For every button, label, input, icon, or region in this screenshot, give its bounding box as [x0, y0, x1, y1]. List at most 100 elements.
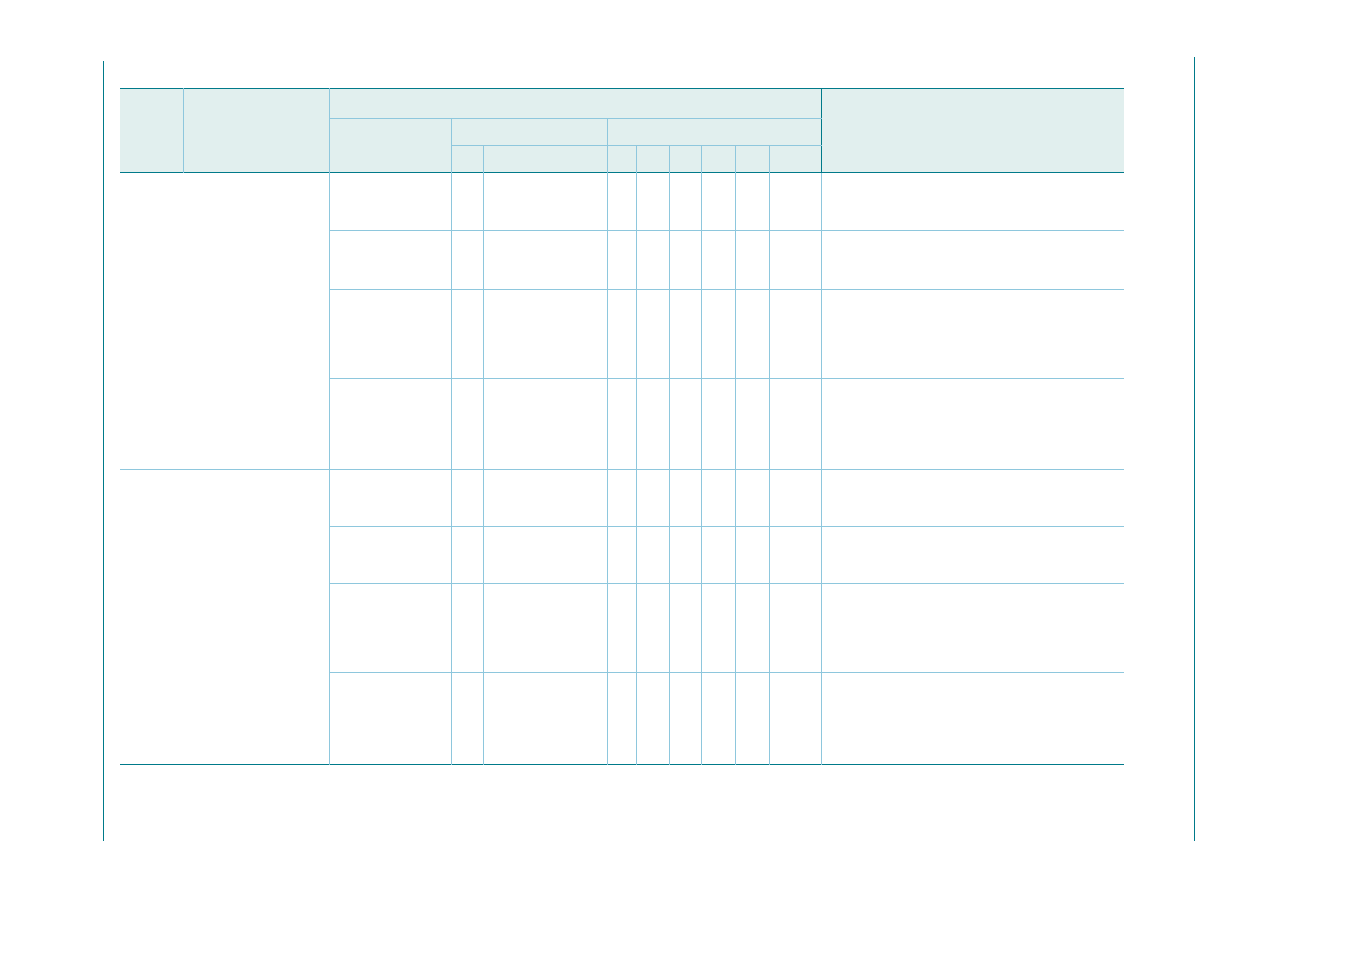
body-cell: [669, 470, 701, 527]
body-cell: [636, 584, 669, 673]
body-cell: [329, 584, 451, 673]
body-cell: [451, 231, 483, 290]
body-cell: [669, 290, 701, 379]
body-cell: [636, 527, 669, 584]
body-cell: [329, 470, 451, 527]
body-cell: [701, 173, 735, 231]
header-cell-c-group: [329, 89, 821, 119]
data-table-grid: [120, 88, 1124, 765]
body-cell: [483, 173, 607, 231]
body-cell: [483, 673, 607, 765]
body-cell: [329, 290, 451, 379]
body-cell: [329, 527, 451, 584]
body-cell: [769, 584, 821, 673]
body-cell: [451, 379, 483, 470]
body-cell-ab-g1: [120, 173, 329, 470]
body-cell: [701, 290, 735, 379]
header-cell-e: [483, 146, 607, 173]
body-cell: [769, 470, 821, 527]
body-cell: [821, 470, 1124, 527]
body-cell: [821, 231, 1124, 290]
body-cell: [735, 173, 769, 231]
body-cell: [821, 173, 1124, 231]
body-cell: [769, 173, 821, 231]
body-cell: [607, 527, 636, 584]
body-cell: [701, 673, 735, 765]
body-cell: [701, 584, 735, 673]
body-cell: [451, 173, 483, 231]
body-cell: [607, 173, 636, 231]
body-cell: [451, 290, 483, 379]
header-row-1: [120, 89, 1124, 119]
header-cell-h: [669, 146, 701, 173]
body-cell: [483, 584, 607, 673]
body-cell: [451, 527, 483, 584]
body-cell: [735, 673, 769, 765]
right-page-rule: [1194, 57, 1195, 841]
header-cell-i: [701, 146, 735, 173]
body-cell: [483, 231, 607, 290]
body-cell-ab-g2: [120, 470, 329, 765]
header-cell-a: [120, 89, 183, 173]
body-cell: [607, 379, 636, 470]
body-cell: [701, 379, 735, 470]
body-cell: [735, 527, 769, 584]
body-cell: [607, 470, 636, 527]
body-cell: [735, 379, 769, 470]
data-table: [120, 88, 1124, 764]
body-cell: [821, 673, 1124, 765]
body-cell: [669, 673, 701, 765]
body-cell: [701, 470, 735, 527]
body-cell: [483, 527, 607, 584]
body-cell: [821, 527, 1124, 584]
body-cell: [483, 379, 607, 470]
header-cell-l: [821, 89, 1124, 173]
header-cell-g: [636, 146, 669, 173]
body-cell: [636, 673, 669, 765]
body-cell: [636, 290, 669, 379]
body-cell: [769, 231, 821, 290]
body-cell: [451, 673, 483, 765]
body-cell: [607, 290, 636, 379]
page: [0, 0, 1351, 954]
body-cell: [821, 379, 1124, 470]
header-cell-f: [607, 146, 636, 173]
body-cell: [669, 231, 701, 290]
body-cell: [669, 379, 701, 470]
body-row-1: [120, 173, 1124, 231]
body-cell: [769, 673, 821, 765]
header-cell-j: [735, 146, 769, 173]
body-cell: [735, 584, 769, 673]
body-cell: [329, 673, 451, 765]
body-cell: [607, 231, 636, 290]
body-cell: [701, 527, 735, 584]
body-cell: [483, 470, 607, 527]
body-cell: [669, 173, 701, 231]
body-cell: [821, 290, 1124, 379]
body-cell: [701, 231, 735, 290]
body-cell: [607, 673, 636, 765]
body-cell: [735, 290, 769, 379]
body-cell: [483, 290, 607, 379]
body-cell: [451, 584, 483, 673]
body-cell: [607, 584, 636, 673]
header-cell-k: [769, 146, 821, 173]
body-row-5: [120, 470, 1124, 527]
body-cell: [329, 379, 451, 470]
body-cell: [636, 173, 669, 231]
body-cell: [769, 290, 821, 379]
header-cell-de: [451, 119, 607, 146]
left-page-rule: [103, 61, 104, 841]
body-cell: [636, 231, 669, 290]
body-cell: [735, 231, 769, 290]
body-cell: [735, 470, 769, 527]
body-cell: [769, 527, 821, 584]
body-cell: [636, 379, 669, 470]
body-cell: [329, 173, 451, 231]
header-cell-b: [183, 89, 329, 173]
header-cell-d: [451, 146, 483, 173]
body-cell: [451, 470, 483, 527]
body-cell: [636, 470, 669, 527]
body-cell: [769, 379, 821, 470]
header-cell-f-to-k: [607, 119, 821, 146]
